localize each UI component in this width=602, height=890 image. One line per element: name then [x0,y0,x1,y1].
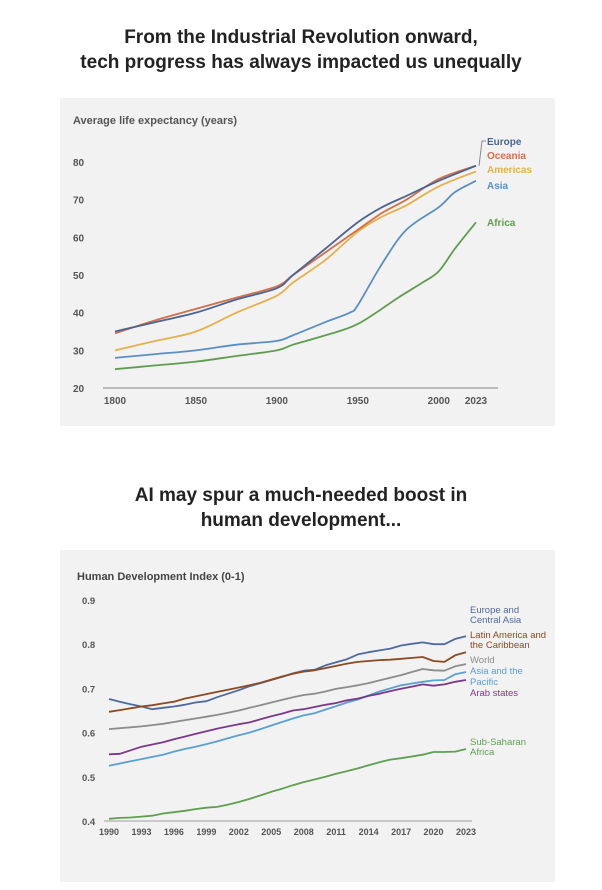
x-tick-label: 2014 [359,827,379,837]
series-line-oceania [114,164,477,335]
y-tick-label: 80 [73,158,85,169]
series-label-asia-and-the-pacific: Asia and the [470,666,523,677]
x-tick-label: 1993 [131,827,151,837]
y-tick-label: 20 [73,384,85,395]
x-tick-label: 1800 [104,396,127,407]
series-label-americas: Americas [487,165,532,176]
x-tick-label: 1999 [196,827,216,837]
x-tick-label: 2023 [465,396,488,407]
series-label-europe: Europe [487,137,522,148]
series-label-sub-saharan-africa: Africa [470,747,495,758]
x-tick-label: 2011 [326,827,346,837]
series-line-world [108,663,467,730]
x-tick-label: 2000 [428,396,451,407]
series-label-europe-and-central-asia: Central Asia [470,615,522,626]
series-line-asia [114,180,477,359]
x-tick-label: 1900 [266,396,289,407]
heading-line: From the Industrial Revolution onward, [124,27,478,48]
y-tick-label: 60 [73,233,85,244]
x-tick-label: 2002 [229,827,249,837]
series-line-americas [114,170,477,352]
y-tick-label: 30 [73,346,85,357]
y-tick-label: 0.5 [82,773,96,784]
y-tick-label: 0.8 [82,640,95,651]
y-tick-label: 0.7 [82,684,95,695]
chart-1-heading: From the Industrial Revolution onward, t… [0,25,602,75]
series-label-asia: Asia [487,181,509,192]
heading-line: human development... [200,510,402,531]
series-line-arab-states [108,679,467,756]
heading-line: tech progress has always impacted us une… [80,52,522,73]
chart-2-heading: AI may spur a much-needed boost in human… [0,483,602,533]
chart-1-panel [60,98,555,426]
x-tick-label: 1996 [164,827,184,837]
x-tick-label: 2023 [456,827,476,837]
series-label-arab-states: Arab states [470,688,518,699]
y-tick-label: 0.6 [82,729,95,740]
chart-2-panel [60,550,555,882]
series-label-asia-and-the-pacific: Pacific [470,677,498,688]
x-tick-label: 1850 [185,396,208,407]
europe-leader-line [478,140,486,167]
series-label-sub-saharan-africa: Sub-Saharan [470,737,526,748]
series-label-europe-and-central-asia: Europe and [470,605,519,616]
series-label-latin-america-and-the-caribbean: the Caribbean [470,640,530,651]
series-label-world: World [470,655,495,666]
series-line-asia-and-the-pacific [108,671,467,767]
x-tick-label: 2005 [261,827,281,837]
y-tick-label: 50 [73,271,85,282]
chart-2-title: Human Development Index (0-1) [77,571,245,583]
chart-1-title: Average life expectancy (years) [73,115,237,127]
series-line-europe [114,164,477,333]
series-line-sub-saharan-africa [108,748,467,820]
heading-line: AI may spur a much-needed boost in [134,485,468,506]
y-tick-label: 0.4 [82,817,96,828]
x-tick-label: 1950 [347,396,370,407]
x-tick-label: 2020 [424,827,444,837]
x-tick-label: 2017 [391,827,411,837]
series-line-latin-america-and-the-caribbean [108,651,467,713]
x-tick-label: 2008 [294,827,314,837]
y-tick-label: 40 [73,309,85,320]
x-tick-label: 1990 [99,827,119,837]
y-tick-label: 70 [73,196,85,207]
series-label-africa: Africa [487,218,516,229]
series-label-latin-america-and-the-caribbean: Latin America and [470,630,546,641]
series-line-africa [114,221,477,371]
y-tick-label: 0.9 [82,596,95,607]
series-label-oceania: Oceania [487,151,526,162]
